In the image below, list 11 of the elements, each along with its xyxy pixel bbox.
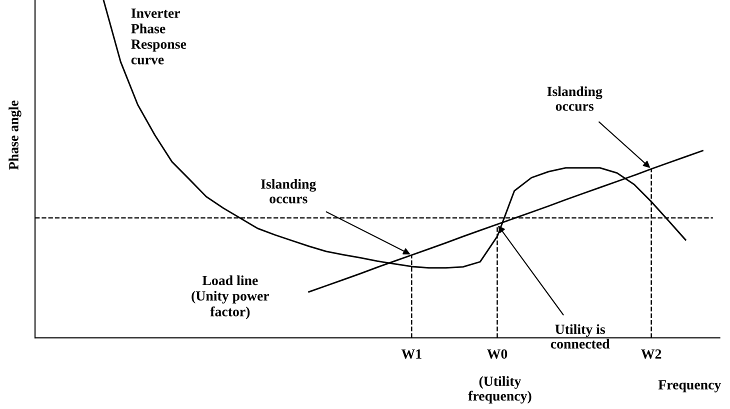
- x-tick-label: W1: [401, 349, 422, 359]
- annotation: Islanding occurs: [261, 178, 316, 204]
- y-axis-title: Phase angle: [8, 100, 22, 170]
- series-label: Inverter Phase Response curve: [131, 8, 186, 64]
- x-tick-label: W2: [641, 349, 662, 359]
- annotation: Utility is connected: [550, 324, 610, 349]
- annotation: Islanding occurs: [547, 86, 602, 111]
- text: Load line (Unity power factor): [192, 275, 270, 320]
- text: (Utility frequency): [468, 376, 532, 404]
- x-axis-title: Frequency: [658, 380, 722, 392]
- x-tick-label: W0: [487, 349, 508, 359]
